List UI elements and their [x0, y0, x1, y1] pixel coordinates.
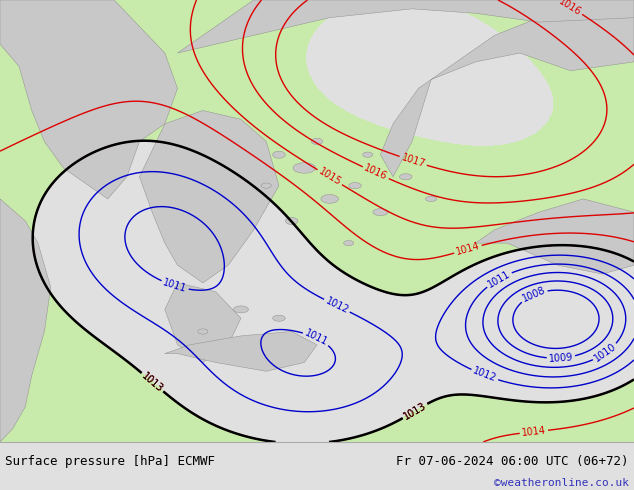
Text: Surface pressure [hPa] ECMWF: Surface pressure [hPa] ECMWF: [5, 455, 215, 468]
Text: 1011: 1011: [162, 277, 188, 294]
Text: 1008: 1008: [521, 285, 547, 304]
Text: 1015: 1015: [316, 167, 343, 188]
Text: 1016: 1016: [557, 0, 583, 17]
Text: 1012: 1012: [471, 366, 498, 384]
Text: 1010: 1010: [593, 342, 618, 364]
Text: 1011: 1011: [303, 328, 330, 348]
Text: ©weatheronline.co.uk: ©weatheronline.co.uk: [494, 478, 629, 488]
Text: 1016: 1016: [363, 163, 389, 182]
Text: 1012: 1012: [323, 296, 350, 316]
Text: 1014: 1014: [455, 241, 481, 257]
Text: 1014: 1014: [521, 425, 547, 438]
Text: 1011: 1011: [486, 269, 512, 290]
Text: 1013: 1013: [140, 370, 165, 394]
Text: 1013: 1013: [402, 400, 428, 421]
Text: 1013: 1013: [140, 370, 165, 394]
Text: 1013: 1013: [402, 400, 428, 421]
Text: 1017: 1017: [400, 152, 427, 170]
Text: 1009: 1009: [548, 352, 574, 364]
Text: Fr 07-06-2024 06:00 UTC (06+72): Fr 07-06-2024 06:00 UTC (06+72): [396, 455, 629, 468]
